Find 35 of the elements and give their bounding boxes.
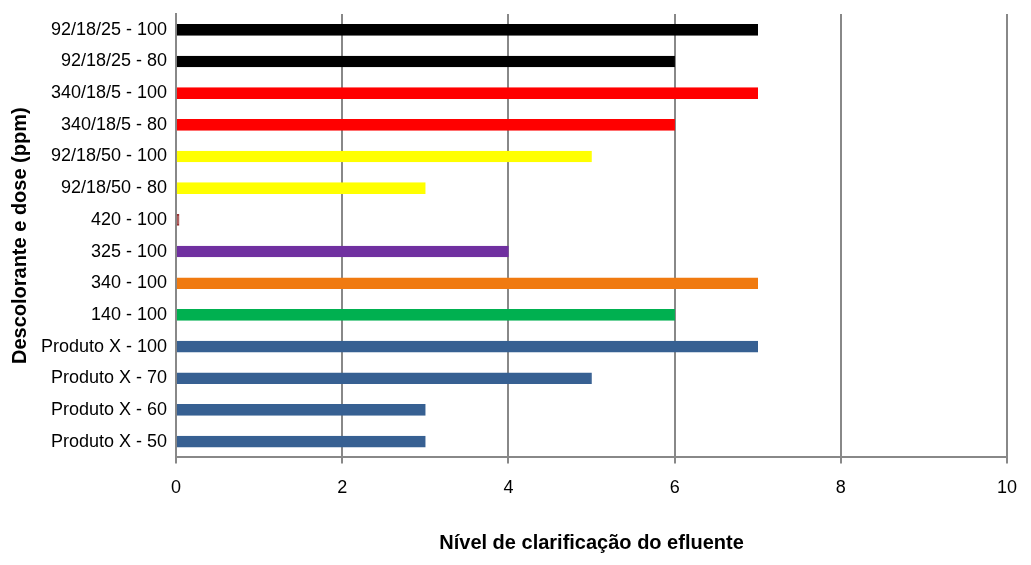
- x-tick-label: 0: [171, 477, 182, 498]
- bar: [176, 182, 426, 195]
- x-tick-label: 4: [503, 477, 514, 498]
- y-tick-label: 140 - 100: [91, 303, 168, 324]
- y-tick-label: 92/18/50 - 100: [50, 145, 168, 166]
- y-tick-label: 340/18/5 - 80: [60, 113, 168, 134]
- y-tick-label: 340/18/5 - 100: [50, 82, 168, 103]
- y-tick-label: Produto X - 60: [51, 398, 168, 419]
- bar: [176, 55, 675, 68]
- bar: [176, 309, 675, 321]
- x-tick-label: 8: [835, 477, 846, 498]
- bar: [176, 119, 675, 131]
- y-tick-label: 92/18/25 - 100: [50, 18, 168, 39]
- bar: [176, 87, 759, 100]
- x-tick-label: 6: [669, 477, 680, 498]
- y-tick-label: 420 - 100: [91, 208, 168, 229]
- x-tick-label: 2: [337, 477, 348, 498]
- x-axis-title: Nível de clarificação do efluente: [439, 530, 744, 553]
- y-tick-label: Produto X - 50: [51, 430, 168, 451]
- y-axis-title: Descolorante e dose (ppm): [7, 107, 30, 365]
- y-tick-label: 325 - 100: [91, 240, 168, 261]
- y-tick-label: Produto X - 100: [40, 335, 168, 356]
- y-tick-label: Produto X - 70: [51, 367, 168, 388]
- y-tick-label: 92/18/25 - 80: [60, 50, 168, 71]
- bar: [176, 245, 509, 258]
- bar: [176, 340, 759, 353]
- y-tick-label: 92/18/50 - 80: [60, 177, 168, 198]
- bar: [176, 150, 592, 163]
- y-tick-label: 340 - 100: [91, 272, 168, 293]
- bar: [176, 435, 426, 448]
- bar: [176, 404, 426, 416]
- bar: [176, 372, 592, 385]
- x-tick-label: 10: [996, 477, 1017, 498]
- bar: [176, 24, 759, 36]
- bar: [176, 277, 759, 290]
